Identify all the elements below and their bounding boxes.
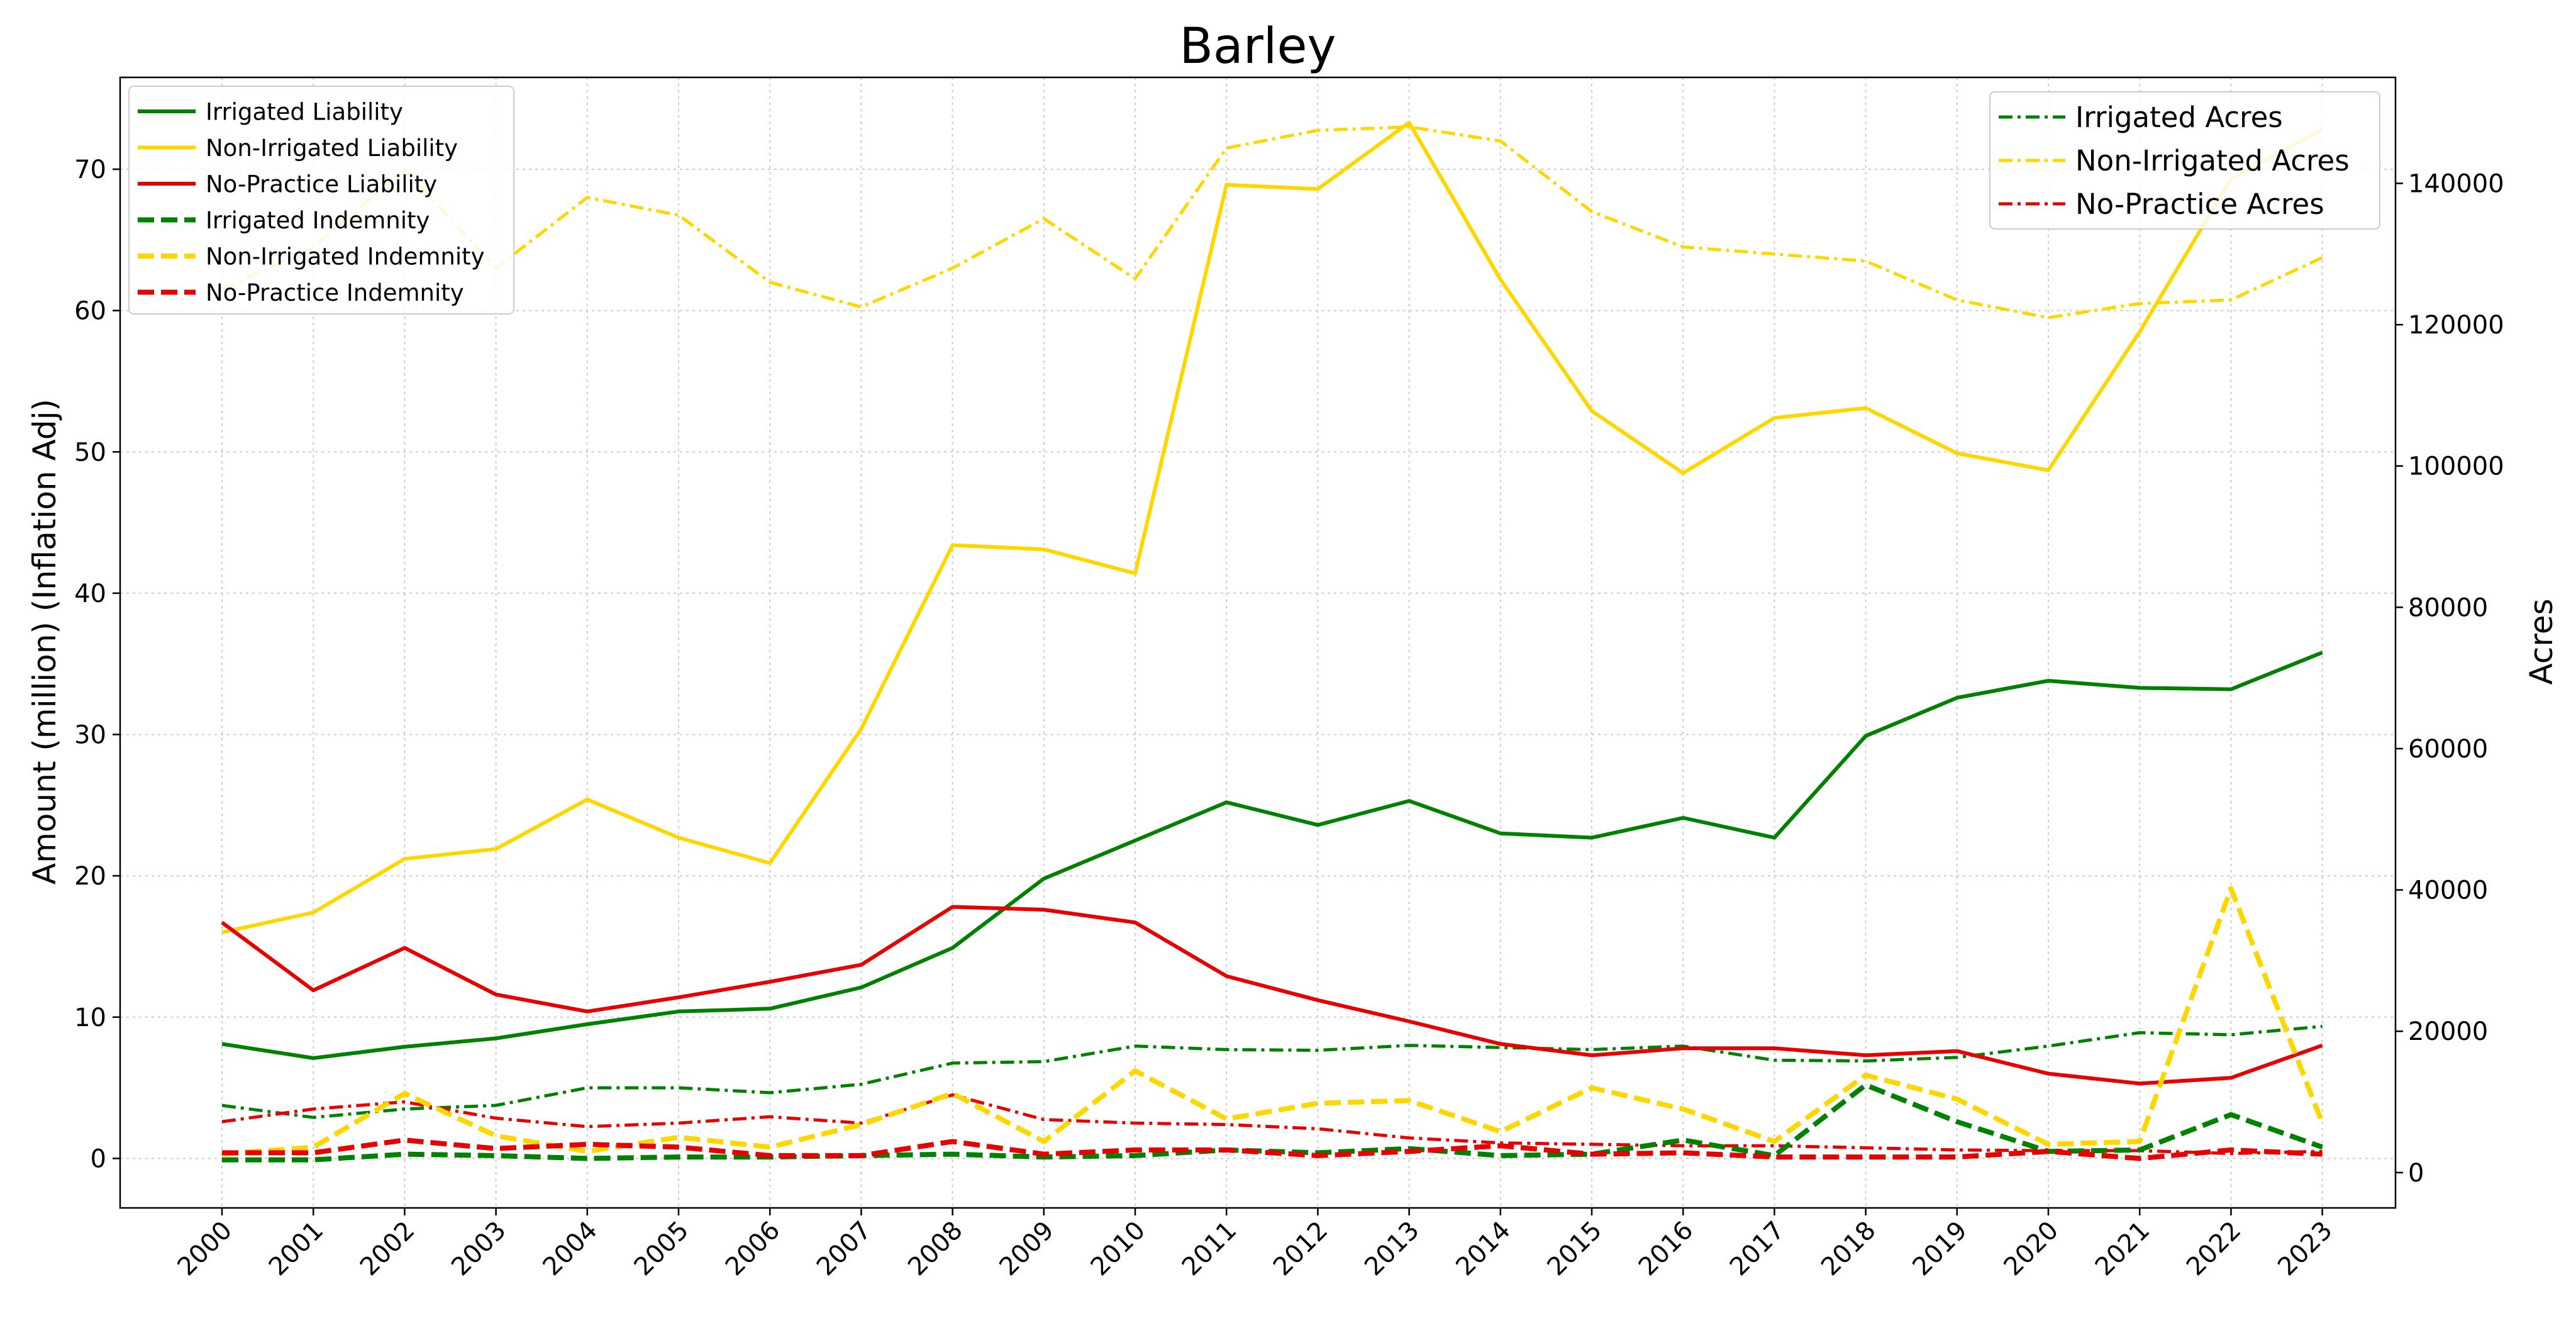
chart-title: Barley <box>1179 18 1336 75</box>
y-tick-label: 30 <box>74 721 106 750</box>
series-line-irrigated-liability <box>221 651 2323 1060</box>
series-lines <box>221 120 2325 1163</box>
legend-label: Irrigated Acres <box>2075 101 2283 134</box>
legend-amounts-frame <box>128 86 514 315</box>
y-tick-label: 50 <box>74 438 106 467</box>
series-line-no-practice-indemnity <box>222 1137 2323 1161</box>
legend-acres-frame <box>1989 91 2380 230</box>
y2-tick-label: 100000 <box>2408 452 2504 481</box>
series-line-non-irrigated-acres <box>221 125 2323 320</box>
y2-tick-label: 0 <box>2408 1159 2424 1188</box>
y-tick-label: 40 <box>74 579 106 608</box>
y2-tick-label: 80000 <box>2408 593 2488 622</box>
legend-label: Non-Irrigated Indemnity <box>206 243 485 270</box>
y2-tick-label: 60000 <box>2408 735 2488 764</box>
legend-label: Irrigated Indemnity <box>206 207 430 234</box>
y2-tick-label: 140000 <box>2408 169 2504 198</box>
legend-label: No-Practice Indemnity <box>206 279 464 306</box>
y2-tick-label: 20000 <box>2408 1017 2488 1046</box>
legend-label: Non-Irrigated Acres <box>2075 144 2350 177</box>
series-line-non-irrigated-indemnity <box>221 886 2325 1157</box>
y2-tick-label: 40000 <box>2408 876 2488 905</box>
y2-axis-label: Acres <box>2523 598 2560 684</box>
series-line-non-irrigated-liability <box>221 120 2324 934</box>
legend-label: Irrigated Liability <box>206 98 403 125</box>
series-line-no-practice-acres <box>221 1093 2323 1155</box>
y-tick-label: 0 <box>91 1144 106 1173</box>
y-tick-label: 20 <box>74 862 106 891</box>
plot-frame <box>119 76 2397 1209</box>
legend-acres: Irrigated Acres Non-Irrigated Acres No-Pra… <box>1989 91 2380 230</box>
y-tick-label: 70 <box>74 155 106 184</box>
legend-amounts: Irrigated Liability Non-Irrigated Liabili… <box>128 86 514 315</box>
legend-label: Non-Irrigated Liability <box>206 135 458 162</box>
legend-label: No-Practice Liability <box>206 170 437 198</box>
legend-label: No-Practice Acres <box>2075 187 2324 221</box>
y-tick-label: 10 <box>74 1003 106 1032</box>
y2-tick-label: 120000 <box>2408 311 2504 340</box>
series-line-no-practice-liability <box>221 905 2323 1086</box>
y-tick-label: 60 <box>74 297 106 326</box>
y-axis-label: Amount (million) (Inflation Adj) <box>26 399 63 885</box>
